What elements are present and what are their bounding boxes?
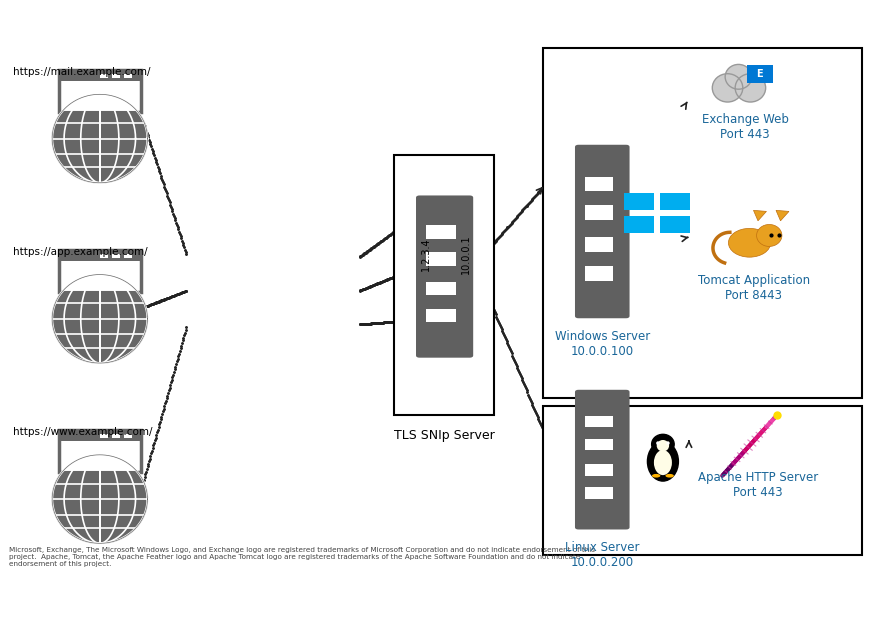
FancyBboxPatch shape <box>624 217 654 233</box>
FancyBboxPatch shape <box>100 254 108 258</box>
Text: Linux Server
10.0.0.200: Linux Server 10.0.0.200 <box>565 541 639 569</box>
Text: Windows Server
10.0.0.100: Windows Server 10.0.0.100 <box>554 330 650 358</box>
FancyBboxPatch shape <box>112 74 119 77</box>
FancyBboxPatch shape <box>584 238 613 252</box>
FancyBboxPatch shape <box>575 390 629 529</box>
Text: Exchange Web
Port 443: Exchange Web Port 443 <box>702 113 789 141</box>
Text: Microsoft, Exchange, The Microsoft Windows Logo, and Exchange logo are registere: Microsoft, Exchange, The Microsoft Windo… <box>9 547 595 566</box>
FancyBboxPatch shape <box>394 155 494 415</box>
Polygon shape <box>52 275 148 363</box>
FancyBboxPatch shape <box>58 436 65 441</box>
Ellipse shape <box>652 474 660 478</box>
FancyBboxPatch shape <box>584 176 613 191</box>
Ellipse shape <box>654 450 672 475</box>
Ellipse shape <box>666 474 674 478</box>
Polygon shape <box>753 210 766 221</box>
FancyBboxPatch shape <box>112 254 119 258</box>
Ellipse shape <box>656 441 659 445</box>
Polygon shape <box>52 455 148 543</box>
FancyBboxPatch shape <box>58 250 141 261</box>
FancyBboxPatch shape <box>416 196 473 358</box>
Ellipse shape <box>652 435 674 454</box>
FancyBboxPatch shape <box>584 439 613 450</box>
FancyBboxPatch shape <box>58 430 141 441</box>
FancyBboxPatch shape <box>659 193 690 210</box>
Ellipse shape <box>757 225 782 246</box>
FancyBboxPatch shape <box>747 65 773 84</box>
FancyBboxPatch shape <box>125 74 132 77</box>
FancyBboxPatch shape <box>100 74 108 77</box>
FancyBboxPatch shape <box>584 487 613 499</box>
FancyBboxPatch shape <box>58 69 141 80</box>
FancyBboxPatch shape <box>58 69 141 112</box>
Text: E: E <box>757 69 763 79</box>
Text: https://app.example.com/: https://app.example.com/ <box>13 247 148 257</box>
FancyBboxPatch shape <box>58 256 65 261</box>
Ellipse shape <box>667 441 670 445</box>
FancyBboxPatch shape <box>426 252 456 266</box>
FancyBboxPatch shape <box>544 406 862 555</box>
Ellipse shape <box>647 442 678 481</box>
Text: Apache HTTP Server
Port 443: Apache HTTP Server Port 443 <box>698 471 819 499</box>
FancyBboxPatch shape <box>58 76 65 80</box>
FancyBboxPatch shape <box>125 435 132 438</box>
Ellipse shape <box>728 228 771 257</box>
Ellipse shape <box>657 440 669 451</box>
FancyBboxPatch shape <box>575 145 629 318</box>
FancyBboxPatch shape <box>112 435 119 438</box>
Text: https://www.example.com/: https://www.example.com/ <box>13 427 153 437</box>
FancyBboxPatch shape <box>584 206 613 220</box>
Text: TLS SNIp Server: TLS SNIp Server <box>394 428 495 442</box>
FancyBboxPatch shape <box>584 266 613 280</box>
FancyBboxPatch shape <box>426 309 456 322</box>
Text: Tomcat Application
Port 8443: Tomcat Application Port 8443 <box>697 274 810 301</box>
Polygon shape <box>52 94 148 183</box>
Polygon shape <box>776 210 789 221</box>
Text: 10.0.0.1: 10.0.0.1 <box>461 234 471 274</box>
Text: https://mail.example.com/: https://mail.example.com/ <box>13 67 150 77</box>
FancyBboxPatch shape <box>584 464 613 476</box>
FancyBboxPatch shape <box>426 282 456 295</box>
Text: 1.2.3.4: 1.2.3.4 <box>421 237 431 271</box>
FancyBboxPatch shape <box>100 435 108 438</box>
FancyBboxPatch shape <box>544 48 862 397</box>
FancyBboxPatch shape <box>624 193 654 210</box>
FancyBboxPatch shape <box>58 430 141 472</box>
FancyBboxPatch shape <box>659 217 690 233</box>
FancyBboxPatch shape <box>426 225 456 239</box>
FancyBboxPatch shape <box>584 416 613 427</box>
FancyBboxPatch shape <box>125 254 132 258</box>
FancyBboxPatch shape <box>58 250 141 292</box>
